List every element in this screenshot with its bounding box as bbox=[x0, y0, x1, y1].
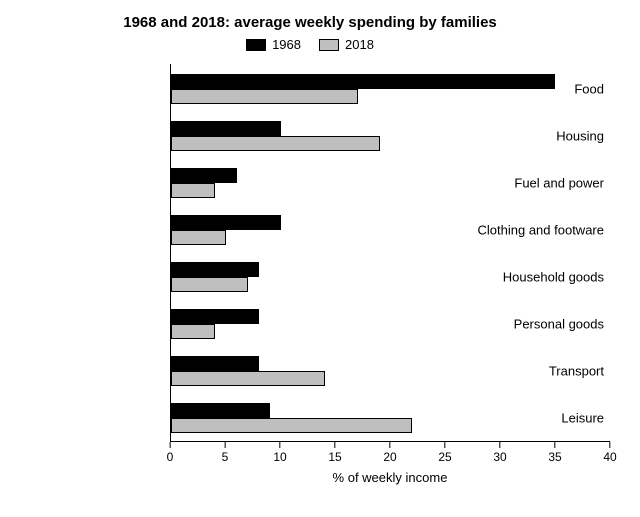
x-tick: 10 bbox=[273, 442, 286, 464]
x-tick: 40 bbox=[603, 442, 616, 464]
legend-label: 1968 bbox=[272, 37, 301, 52]
tick-mark bbox=[499, 442, 500, 448]
x-tick: 25 bbox=[438, 442, 451, 464]
y-axis-labels: FoodHousingFuel and powerClothing and fo… bbox=[10, 64, 170, 441]
tick-mark bbox=[225, 442, 226, 448]
bar bbox=[171, 121, 281, 136]
x-tick: 20 bbox=[383, 442, 396, 464]
plot-area bbox=[170, 64, 610, 442]
tick-label: 5 bbox=[222, 450, 229, 464]
legend-label: 2018 bbox=[345, 37, 374, 52]
bar bbox=[171, 309, 259, 324]
bar bbox=[171, 356, 259, 371]
tick-mark bbox=[170, 442, 171, 448]
bar bbox=[171, 183, 215, 198]
tick-mark bbox=[389, 442, 390, 448]
bar bbox=[171, 230, 226, 245]
x-tick: 30 bbox=[493, 442, 506, 464]
tick-mark bbox=[554, 442, 555, 448]
bar bbox=[171, 418, 412, 433]
tick-label: 10 bbox=[273, 450, 286, 464]
bar bbox=[171, 262, 259, 277]
bar bbox=[171, 277, 248, 292]
tick-mark bbox=[334, 442, 335, 448]
legend-item: 1968 bbox=[246, 37, 301, 52]
tick-label: 15 bbox=[328, 450, 341, 464]
tick-mark bbox=[609, 442, 610, 448]
bar bbox=[171, 74, 555, 89]
bar bbox=[171, 89, 358, 104]
legend-swatch bbox=[246, 39, 266, 51]
tick-label: 0 bbox=[167, 450, 174, 464]
bar bbox=[171, 168, 237, 183]
tick-label: 20 bbox=[383, 450, 396, 464]
x-axis-ticks: 0510152025303540 bbox=[170, 442, 610, 468]
x-tick: 15 bbox=[328, 442, 341, 464]
bar bbox=[171, 403, 270, 418]
bar bbox=[171, 215, 281, 230]
tick-mark bbox=[279, 442, 280, 448]
chart-title: 1968 and 2018: average weekly spending b… bbox=[10, 14, 610, 31]
legend-swatch bbox=[319, 39, 339, 51]
tick-label: 25 bbox=[438, 450, 451, 464]
x-axis-label: % of weekly income bbox=[170, 470, 610, 485]
bar bbox=[171, 136, 380, 151]
tick-label: 30 bbox=[493, 450, 506, 464]
x-tick: 0 bbox=[167, 442, 174, 464]
plot-field: FoodHousingFuel and powerClothing and fo… bbox=[10, 64, 610, 442]
legend-item: 2018 bbox=[319, 37, 374, 52]
bar bbox=[171, 324, 215, 339]
spending-bar-chart: 1968 and 2018: average weekly spending b… bbox=[0, 0, 640, 517]
bar bbox=[171, 371, 325, 386]
x-tick: 5 bbox=[222, 442, 229, 464]
x-tick: 35 bbox=[548, 442, 561, 464]
legend: 1968 2018 bbox=[10, 37, 610, 52]
tick-mark bbox=[444, 442, 445, 448]
tick-label: 35 bbox=[548, 450, 561, 464]
tick-label: 40 bbox=[603, 450, 616, 464]
